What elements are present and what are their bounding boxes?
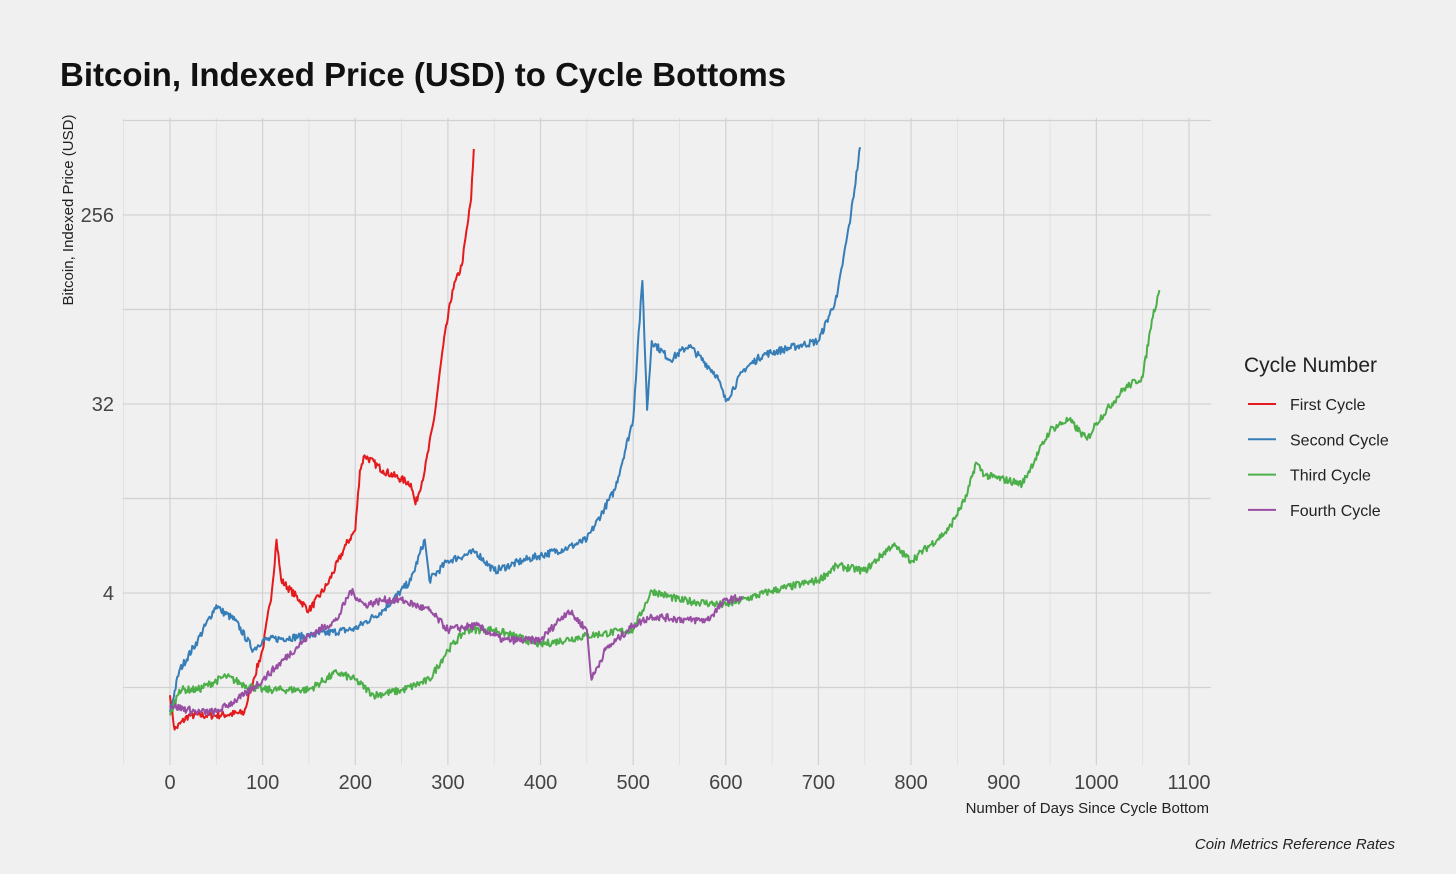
x-tick-label: 1100 xyxy=(1167,772,1210,794)
y-axis-ticks: 4 32 256 xyxy=(81,205,114,605)
x-tick-label: 100 xyxy=(246,772,279,794)
series-line-first-cycle xyxy=(169,148,475,731)
x-tick-label: 800 xyxy=(894,772,927,794)
caption: Coin Metrics Reference Rates xyxy=(1195,836,1396,853)
legend-item: Third Cycle xyxy=(1290,468,1371,485)
x-axis-label: Number of Days Since Cycle Bottom xyxy=(966,800,1209,817)
x-tick-label: 300 xyxy=(431,772,464,794)
x-tick-label: 500 xyxy=(616,772,649,794)
legend-title: Cycle Number xyxy=(1244,354,1377,377)
legend: Cycle Number First Cycle Second Cycle Thir… xyxy=(1244,354,1389,520)
y-tick-label: 256 xyxy=(81,205,114,227)
y-axis-label: Bitcoin, Indexed Price (USD) xyxy=(60,115,77,306)
series-line-fourth-cycle xyxy=(169,587,744,717)
series-lines xyxy=(169,146,1161,731)
y-tick-label: 4 xyxy=(103,583,114,605)
x-axis-ticks: 0 100 200 300 400 500 600 700 800 900 1000 1100 xyxy=(164,772,1210,794)
grid xyxy=(123,118,1211,765)
x-tick-label: 700 xyxy=(802,772,835,794)
legend-item: First Cycle xyxy=(1290,397,1366,414)
x-tick-label: 200 xyxy=(339,772,372,794)
legend-item: Fourth Cycle xyxy=(1290,503,1381,520)
series-line-third-cycle xyxy=(169,289,1161,716)
legend-item: Second Cycle xyxy=(1290,432,1389,449)
chart-title: Bitcoin, Indexed Price (USD) to Cycle Bo… xyxy=(60,56,786,93)
series-line-second-cycle xyxy=(169,146,862,713)
x-tick-label: 600 xyxy=(709,772,742,794)
x-tick-label: 900 xyxy=(987,772,1020,794)
x-tick-label: 400 xyxy=(524,772,557,794)
x-tick-label: 1000 xyxy=(1074,772,1119,794)
y-tick-label: 32 xyxy=(92,394,114,416)
x-tick-label: 0 xyxy=(164,772,175,794)
